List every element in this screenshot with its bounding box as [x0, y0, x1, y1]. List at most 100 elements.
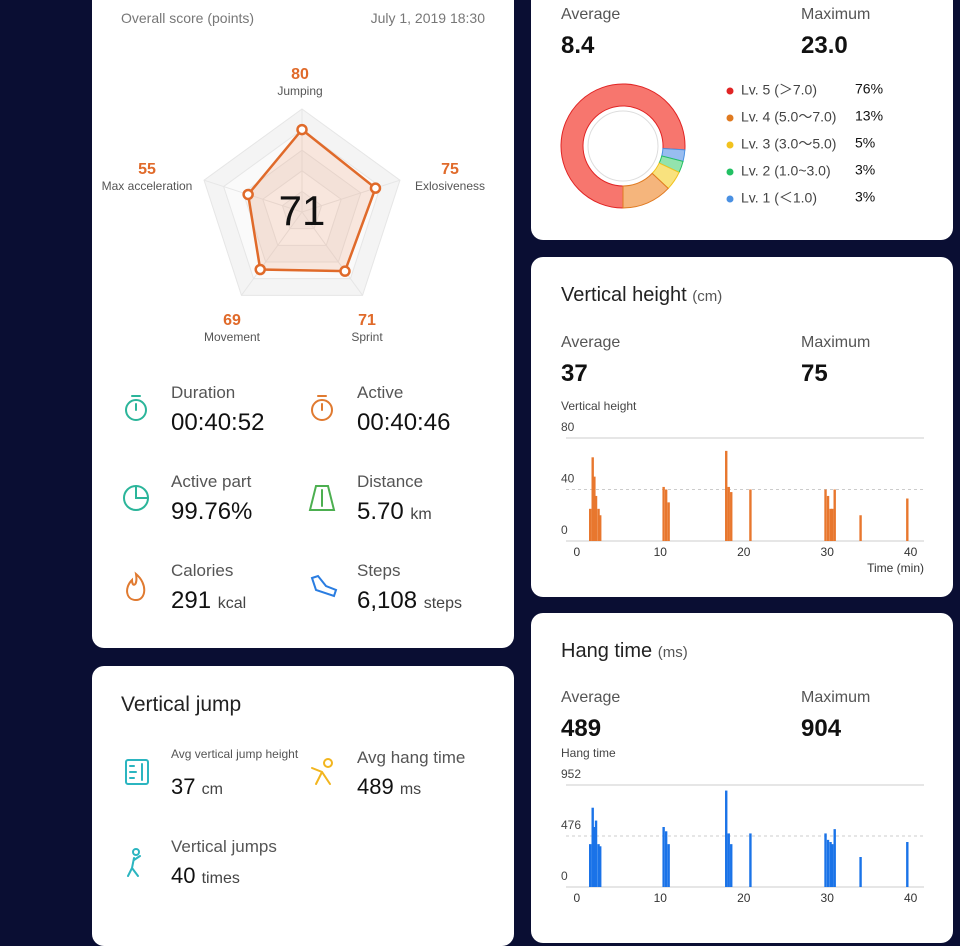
stat-value-text: 37: [561, 360, 588, 387]
title: Hang time: [561, 640, 653, 662]
stat-value: 291 kcal: [171, 589, 246, 613]
radar-label: Movement: [204, 330, 261, 344]
card-header: Overall score (points): [121, 10, 255, 26]
bar: [664, 489, 668, 541]
x-tick-label: 10: [654, 545, 668, 559]
bar: [591, 457, 594, 541]
radar-value: 75: [441, 161, 459, 178]
legend-label: Lv. 2 (1.0~3.0): [741, 163, 831, 179]
bar: [662, 827, 665, 887]
legend-value: 3%: [855, 189, 875, 205]
stat-label-text: Average: [561, 334, 621, 351]
stat-label: Average: [561, 7, 620, 23]
stat-value: 489: [561, 717, 601, 741]
bar: [662, 486, 665, 541]
title: Vertical height: [561, 284, 687, 306]
stat-label-text: Steps: [357, 560, 401, 580]
stat-unit: cm: [201, 781, 223, 798]
date: July 1, 2019 18:30: [370, 10, 485, 26]
center-score: 71: [279, 187, 326, 234]
unit: (cm): [692, 288, 723, 305]
radar-value: 69: [223, 312, 241, 329]
stat-value: 5.70 km: [357, 500, 432, 524]
stat-label-text: Vertical jumps: [171, 836, 277, 856]
bar: [727, 486, 730, 541]
radar-spoke: [241, 211, 303, 296]
bar: [667, 844, 670, 887]
stat-label-text: Average: [561, 6, 621, 23]
stat-value: 23.0: [801, 34, 848, 58]
bar: [831, 844, 834, 887]
stat-value-text: 5.70: [357, 498, 404, 525]
card-title: Vertical height (cm): [561, 285, 722, 305]
radar-spoke: [301, 179, 401, 213]
stat-value: 489 ms: [357, 776, 421, 798]
bar: [667, 502, 670, 541]
stat-value-text: 904: [801, 715, 842, 742]
bar: [859, 515, 862, 541]
legend-label: Lv. 4 (5.0～7.0): [741, 109, 836, 125]
bar: [730, 492, 733, 541]
stat-label-text: Active: [357, 382, 404, 402]
chart-ylabel: Hang time: [561, 746, 616, 760]
radar-label: Jumping: [277, 84, 322, 98]
legend-value: 76%: [855, 81, 883, 97]
bar: [594, 495, 598, 541]
y-tick-label: 0: [561, 523, 568, 537]
stat-label-text: Maximum: [801, 689, 871, 706]
x-tick-label: 40: [904, 891, 918, 905]
bar: [833, 829, 836, 887]
x-tick-label: 0: [574, 545, 581, 559]
bar: [749, 833, 752, 887]
x-tick-label: 0: [574, 891, 581, 905]
charts: 7180Jumping75Exlosiveness71Sprint69Movem…: [102, 66, 924, 905]
chart-ylabel: Vertical height: [561, 399, 637, 413]
legend-dot: [726, 195, 734, 203]
bar: [730, 844, 733, 887]
bar: [826, 839, 830, 887]
bar: [589, 508, 592, 541]
radar-spoke: [301, 211, 363, 296]
radar-point: [296, 123, 308, 136]
stat-unit: kcal: [217, 595, 247, 612]
stat-value-text: 8.4: [561, 32, 595, 59]
stat-label-text: Active part: [171, 471, 252, 491]
stat-value-text: 291: [171, 587, 212, 614]
bar: [906, 842, 909, 887]
stat-value-text: 40: [171, 863, 196, 888]
stat-value: 75: [801, 362, 828, 386]
radar-point: [339, 265, 351, 277]
donut-slice: [560, 83, 686, 209]
bar: [725, 450, 728, 541]
stat-value-text: 489: [561, 715, 602, 742]
stat-label-text: Calories: [171, 560, 234, 580]
legend-dot: [726, 114, 734, 122]
stat-label: Maximum: [801, 7, 870, 23]
bar: [829, 508, 832, 541]
x-tick-label: 20: [737, 891, 751, 905]
legend-value: 3%: [855, 162, 875, 178]
bar: [597, 508, 600, 541]
stat-value-text: 00:40:46: [357, 409, 451, 436]
stat-value-text: 23.0: [801, 32, 848, 59]
stat-label: Maximum: [801, 335, 870, 351]
score-card: [92, 0, 514, 648]
x-tick-label: 40: [904, 545, 918, 559]
stat-label: Average: [561, 335, 620, 351]
donut-slice: [622, 172, 669, 209]
bar: [906, 498, 909, 541]
bar: [589, 844, 592, 887]
bar: [593, 827, 596, 887]
stat-value: 904: [801, 717, 841, 741]
legend-dot: [726, 87, 734, 95]
stat-value: 37 cm: [171, 776, 223, 798]
stat-value: 40 times: [171, 865, 240, 887]
stat-label: Calories: [171, 562, 233, 579]
legend-dot: [726, 168, 734, 176]
bar: [824, 489, 827, 541]
bar: [833, 489, 836, 541]
radar-point: [369, 182, 382, 194]
legend-value: 13%: [855, 108, 883, 124]
stat-value: 99.76%: [171, 500, 252, 524]
stat-label-text: Average: [561, 689, 621, 706]
